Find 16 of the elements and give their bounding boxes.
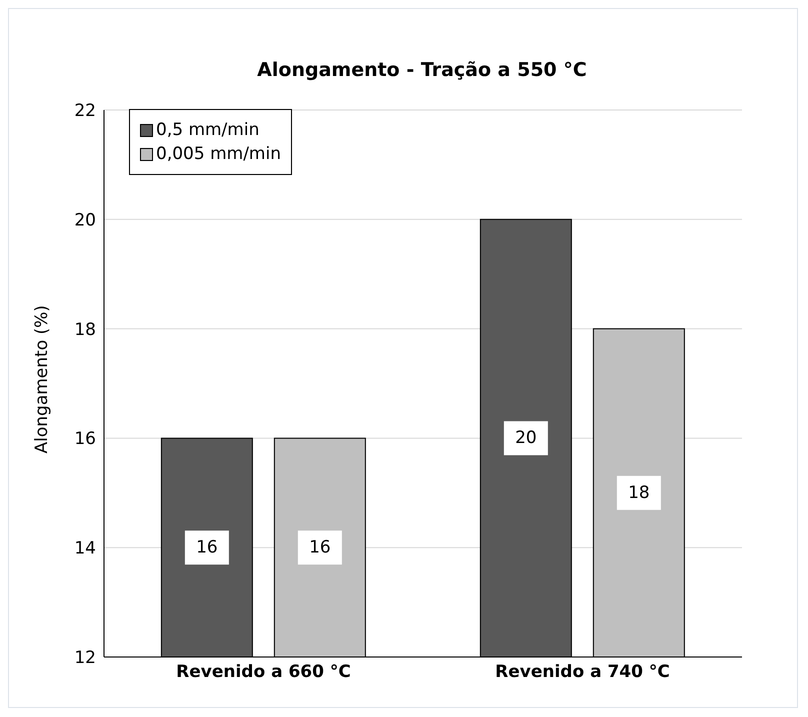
y-tick-label: 22 <box>74 101 96 122</box>
chart-title: Alongamento - Tração a 550 °C <box>256 59 588 81</box>
y-axis-title: Alongamento (%) <box>32 305 52 454</box>
x-tick-label: Revenido a 740 °C <box>495 662 670 682</box>
legend-label: 0,005 mm/min <box>156 144 281 164</box>
data-label: 18 <box>628 482 650 503</box>
y-tick-label: 18 <box>74 320 96 340</box>
data-label: 20 <box>515 428 537 448</box>
y-tick-label: 14 <box>74 538 96 559</box>
data-label: 16 <box>196 538 218 558</box>
y-tick-label: 20 <box>74 210 96 230</box>
data-label: 16 <box>309 538 331 558</box>
y-tick-label: 16 <box>74 429 96 450</box>
x-tick-label: Revenido a 660 °C <box>176 662 351 682</box>
y-tick-label: 12 <box>74 648 96 668</box>
legend-label: 0,5 mm/min <box>156 120 260 140</box>
